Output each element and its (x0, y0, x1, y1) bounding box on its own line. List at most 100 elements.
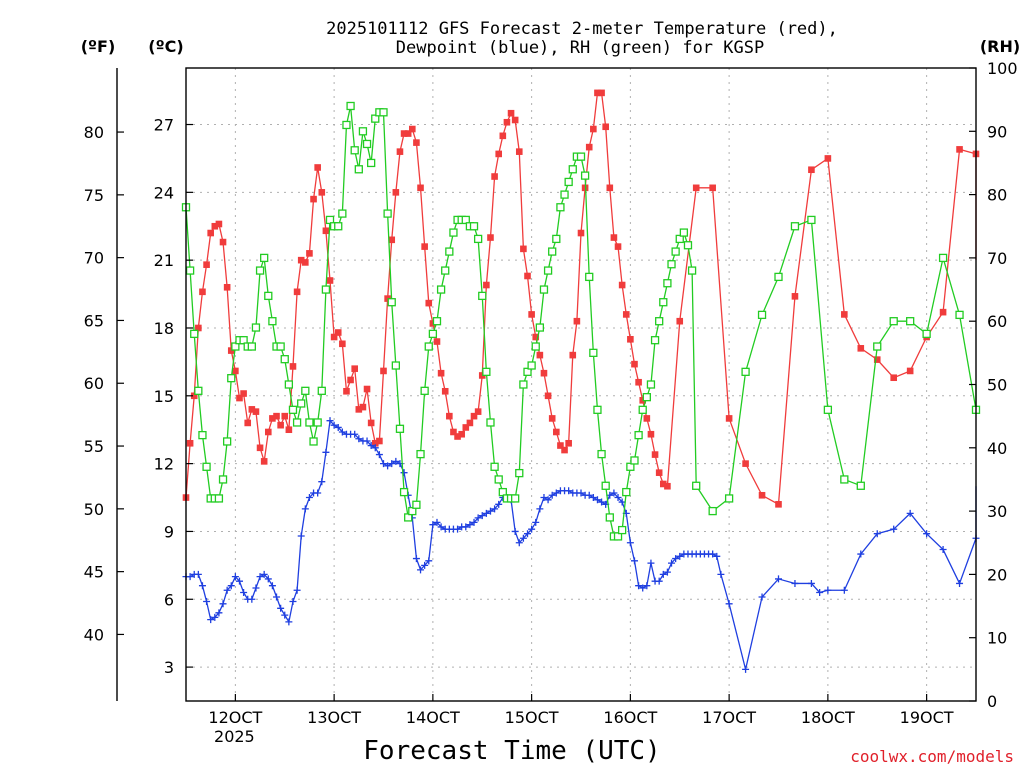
dewpoint-point (322, 448, 330, 456)
temperature-point (610, 234, 618, 241)
dewpoint-point (647, 559, 655, 567)
rh-point (313, 418, 322, 427)
dewpoint-point (203, 598, 211, 606)
temperature-point (314, 164, 321, 171)
rh-point (630, 456, 639, 465)
temperature-point (260, 458, 268, 465)
rh-point (531, 342, 540, 351)
dewpoint-point (585, 491, 593, 499)
dewpoint-point (264, 575, 272, 583)
series-line (186, 419, 977, 670)
dewpoint-point (437, 523, 445, 531)
celsius-tick-label: 3 (164, 658, 174, 677)
rh-point (873, 342, 882, 351)
dewpoint-point (840, 586, 848, 594)
celsius-tick-label: 12 (154, 455, 174, 474)
rh-point (288, 405, 298, 414)
rh-point (774, 272, 783, 282)
temperature-point (495, 150, 503, 158)
dewpoint-point (433, 518, 441, 526)
dewpoint-point (248, 595, 256, 603)
dewpoint-point (268, 582, 276, 590)
dewpoint-point (194, 570, 202, 578)
temperature-point (890, 374, 898, 382)
dewpoint-point (474, 514, 482, 522)
dewpoint-point (663, 568, 671, 576)
temperature-point (215, 220, 223, 228)
dewpoint-point (417, 566, 425, 574)
dewpoint-point (486, 507, 494, 515)
rh-tick-label: 70 (987, 249, 1007, 268)
rh-point (284, 380, 294, 389)
temperature-point (939, 308, 947, 316)
rh-point (667, 260, 676, 269)
rh-point (432, 317, 442, 326)
temperature-point (590, 125, 597, 133)
rh-point (227, 374, 236, 383)
temperature-point (425, 299, 433, 307)
dewpoint-point (713, 552, 721, 560)
dewpoint-point (610, 489, 618, 497)
rh-point (663, 279, 672, 288)
rh-point (260, 253, 269, 263)
temperature-point (791, 293, 799, 300)
dewpoint-point (215, 609, 223, 617)
dewpoint-point (392, 457, 400, 465)
temperature-point (244, 419, 252, 427)
dewpoint-point (807, 579, 815, 587)
rh-point (490, 462, 499, 471)
dewpoint-point (544, 496, 552, 504)
rh-point (280, 355, 289, 364)
dewpoint-point (314, 489, 322, 497)
temperature-point (540, 369, 548, 377)
x-tick-label: 13OCT (307, 708, 361, 727)
x-tick-label: 17OCT (702, 708, 756, 727)
rh-point (511, 494, 520, 503)
dewpoint-point (482, 509, 490, 517)
temperature-point (692, 184, 700, 192)
dewpoint-point (421, 561, 429, 569)
temperature-point (264, 428, 272, 436)
temperature-point (441, 387, 449, 395)
rh-point (605, 513, 614, 522)
temperature-point (306, 250, 313, 257)
rh-point (741, 367, 750, 376)
dewpoint-point (614, 494, 622, 502)
rh-point (515, 468, 524, 478)
dewpoint-point (593, 496, 601, 504)
dewpoint-point (211, 613, 219, 621)
dewpoint-point (672, 555, 680, 563)
fahrenheit-tick-label: 60 (84, 374, 104, 393)
dewpoint-point (293, 586, 301, 594)
temperature-point (450, 428, 457, 436)
rh-point (622, 487, 631, 497)
rh-point (679, 228, 689, 237)
temperature-point (585, 143, 593, 151)
celsius-tick-label: 18 (154, 319, 174, 338)
dewpoint-point (351, 430, 359, 438)
rh-point (486, 418, 495, 427)
temperature-point (507, 109, 515, 117)
rh-point (428, 329, 438, 339)
temperature-point (557, 442, 564, 449)
dewpoint-point (330, 421, 338, 429)
rh-point (222, 437, 232, 446)
rh-point (519, 380, 528, 389)
dewpoint-point (412, 555, 420, 563)
dewpoint-point (380, 460, 387, 468)
temperature-point (232, 367, 239, 375)
temperature-point (289, 363, 297, 370)
temperature-point (293, 288, 301, 296)
celsius-tick-label: 15 (154, 387, 174, 406)
temperature-point (281, 412, 289, 420)
rh-point (535, 323, 545, 332)
dewpoint-point (227, 582, 235, 590)
rh-point (906, 317, 915, 326)
temperature-point (577, 229, 585, 237)
rh-tick-label: 0 (987, 692, 997, 711)
rh-point (482, 367, 491, 376)
rh-point (342, 120, 351, 130)
dewpoint-point (363, 437, 371, 445)
temperature-point (775, 501, 782, 508)
